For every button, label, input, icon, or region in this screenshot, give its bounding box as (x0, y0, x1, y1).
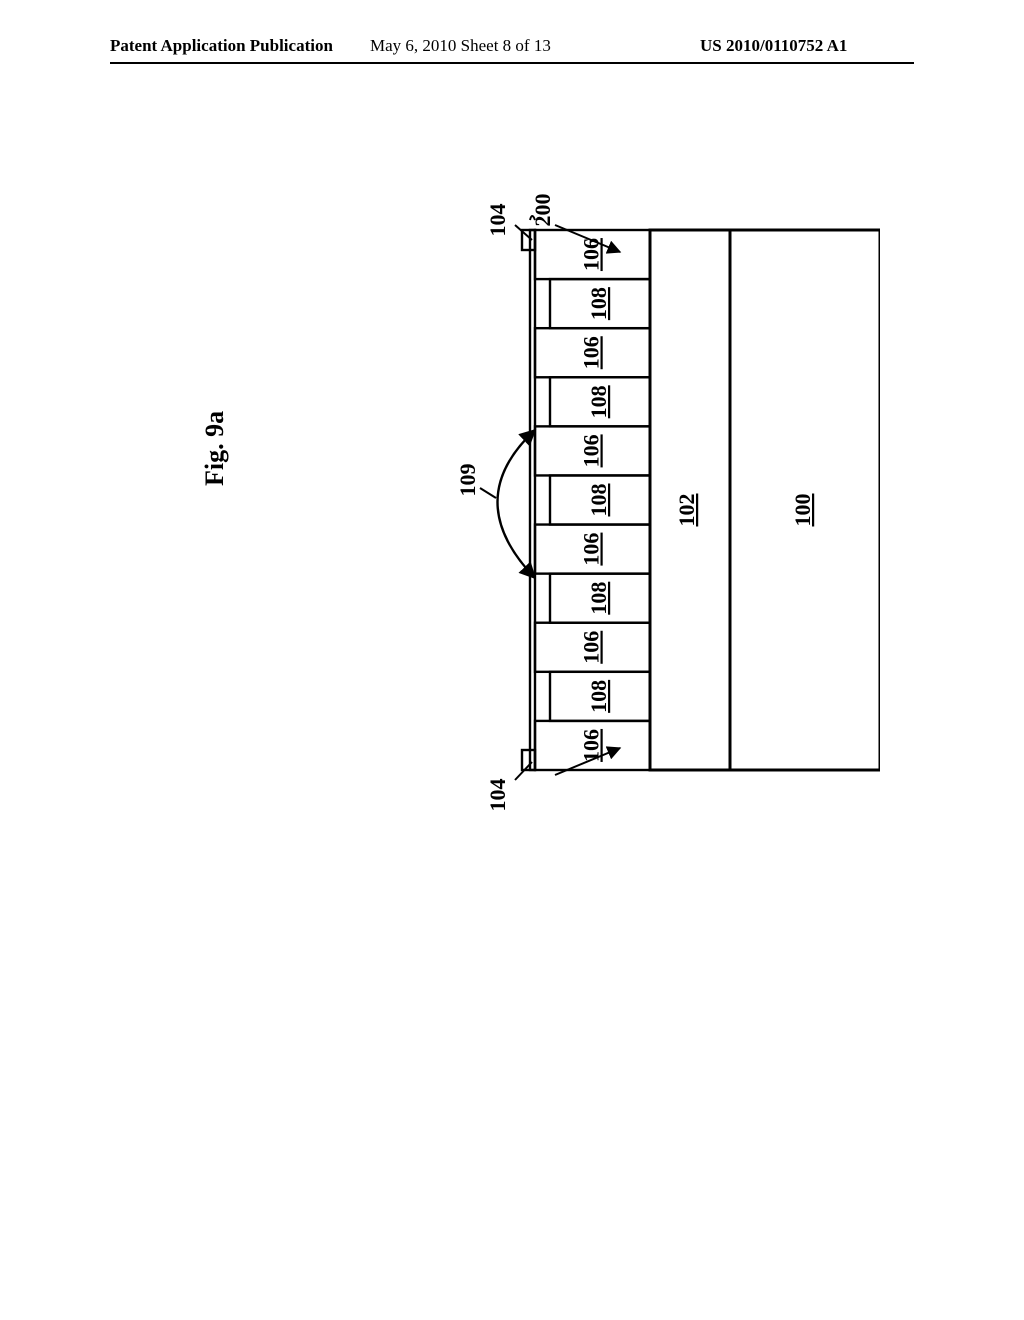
ref-108-9: 108 (586, 680, 611, 713)
ref-106-6: 106 (579, 533, 604, 566)
ref-106-4: 106 (579, 434, 604, 467)
ref-102: 102 (674, 494, 699, 527)
page: Patent Application Publication May 6, 20… (0, 0, 1024, 1320)
header-middle: May 6, 2010 Sheet 8 of 13 (370, 36, 551, 56)
figure-title: Fig. 9a (200, 411, 230, 486)
header-rule (110, 62, 914, 64)
diagram-container: 100 102 10610810610810610810610810610810… (450, 180, 880, 820)
ref-108-3: 108 (586, 385, 611, 418)
ref-108-7: 108 (586, 582, 611, 615)
ref-104-bottom: 104 (485, 779, 510, 812)
header-left: Patent Application Publication (110, 36, 333, 56)
ref-108-1: 108 (586, 287, 611, 320)
ref-109: 109 (455, 464, 480, 497)
header-right: US 2010/0110752 A1 (700, 36, 847, 56)
lead-109 (480, 488, 496, 498)
ref-106-2: 106 (579, 336, 604, 369)
ref-100: 100 (790, 494, 815, 527)
ref-106-8: 106 (579, 631, 604, 664)
cell-row: 106108106108106108106108106108106 (535, 230, 650, 770)
ref-104-top: 104 (485, 204, 510, 237)
diagram-svg: 100 102 10610810610810610810610810610810… (450, 180, 880, 820)
layer-200-left (530, 230, 535, 770)
ref-200: 200 (530, 194, 555, 227)
ref-108-5: 108 (586, 484, 611, 517)
